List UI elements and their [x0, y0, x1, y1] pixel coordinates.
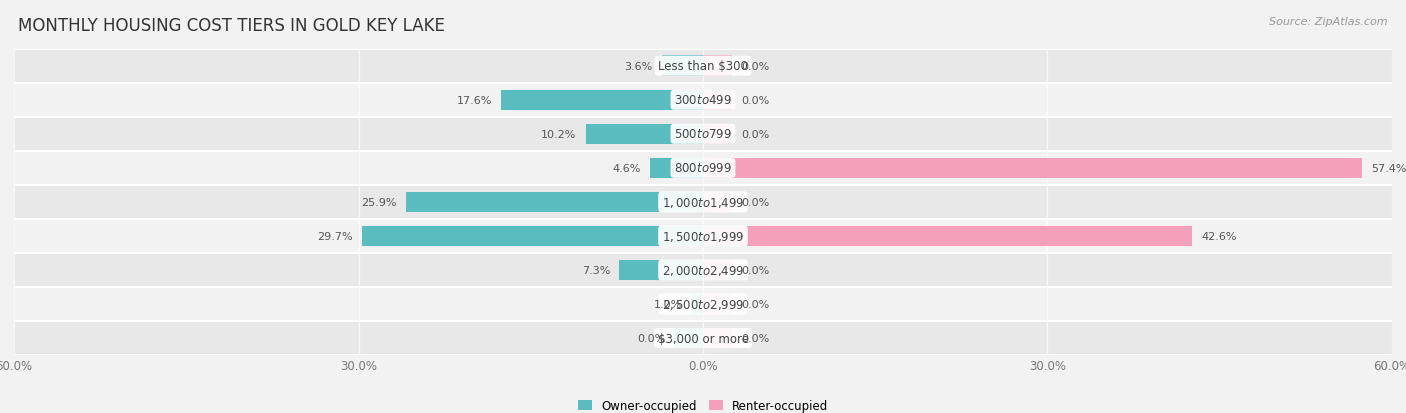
Text: 4.6%: 4.6%	[613, 164, 641, 173]
Text: 42.6%: 42.6%	[1201, 231, 1237, 241]
Text: $500 to $799: $500 to $799	[673, 128, 733, 141]
Text: 0.0%: 0.0%	[741, 62, 769, 71]
Text: 57.4%: 57.4%	[1371, 164, 1406, 173]
Text: 1.0%: 1.0%	[654, 299, 682, 309]
Bar	[650, 158, 703, 178]
Bar	[14, 152, 1392, 185]
Text: 0.0%: 0.0%	[637, 333, 665, 343]
Text: 10.2%: 10.2%	[541, 129, 576, 140]
Bar	[586, 124, 703, 145]
Bar	[14, 117, 1392, 152]
Bar	[361, 226, 703, 247]
Bar	[14, 219, 1392, 253]
Text: $1,500 to $1,999: $1,500 to $1,999	[662, 229, 744, 243]
Bar	[501, 90, 703, 111]
Bar	[703, 260, 731, 280]
Text: 0.0%: 0.0%	[741, 299, 769, 309]
Text: Source: ZipAtlas.com: Source: ZipAtlas.com	[1270, 17, 1388, 26]
Text: $2,000 to $2,499: $2,000 to $2,499	[662, 263, 744, 277]
Bar	[703, 294, 731, 314]
Bar	[703, 124, 731, 145]
Text: 0.0%: 0.0%	[741, 265, 769, 275]
Bar	[703, 328, 731, 349]
Text: $800 to $999: $800 to $999	[673, 162, 733, 175]
Text: 3.6%: 3.6%	[624, 62, 652, 71]
Bar	[14, 253, 1392, 287]
Text: $3,000 or more: $3,000 or more	[658, 332, 748, 345]
Bar	[14, 321, 1392, 355]
Text: $300 to $499: $300 to $499	[673, 94, 733, 107]
Bar	[619, 260, 703, 280]
Text: 25.9%: 25.9%	[361, 197, 396, 207]
Text: 7.3%: 7.3%	[582, 265, 610, 275]
Bar	[703, 226, 1192, 247]
Bar	[675, 328, 703, 349]
Text: 0.0%: 0.0%	[741, 129, 769, 140]
Bar	[405, 192, 703, 213]
Bar	[703, 158, 1362, 178]
Bar	[703, 56, 731, 77]
Text: MONTHLY HOUSING COST TIERS IN GOLD KEY LAKE: MONTHLY HOUSING COST TIERS IN GOLD KEY L…	[18, 17, 446, 34]
Bar	[14, 287, 1392, 321]
Bar	[14, 50, 1392, 83]
Text: 0.0%: 0.0%	[741, 197, 769, 207]
Bar	[703, 90, 731, 111]
Text: $1,000 to $1,499: $1,000 to $1,499	[662, 195, 744, 209]
Bar	[703, 192, 731, 213]
Bar	[692, 294, 703, 314]
Bar	[662, 56, 703, 77]
Text: 29.7%: 29.7%	[318, 231, 353, 241]
Text: Less than $300: Less than $300	[658, 60, 748, 73]
Text: 17.6%: 17.6%	[457, 95, 492, 105]
Bar	[14, 185, 1392, 219]
Legend: Owner-occupied, Renter-occupied: Owner-occupied, Renter-occupied	[572, 394, 834, 413]
Text: 0.0%: 0.0%	[741, 333, 769, 343]
Text: $2,500 to $2,999: $2,500 to $2,999	[662, 297, 744, 311]
Bar	[14, 83, 1392, 117]
Text: 0.0%: 0.0%	[741, 95, 769, 105]
